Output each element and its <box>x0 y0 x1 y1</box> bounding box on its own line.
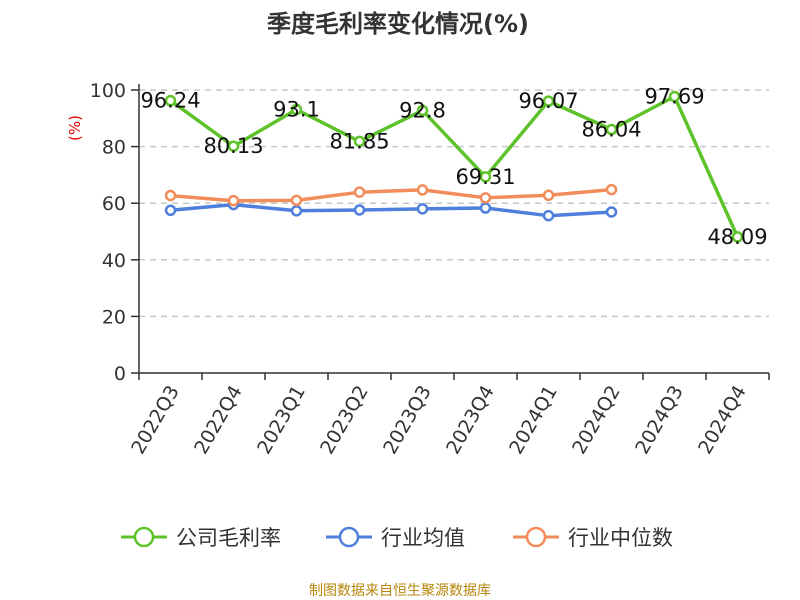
point-1-2022Q3 <box>164 204 177 217</box>
x-tick-label-2023Q3: 2023Q3 <box>379 382 436 458</box>
point-2-2023Q2 <box>353 186 366 198</box>
point-1-2023Q4 <box>479 202 492 214</box>
point-2-2023Q1 <box>290 194 303 207</box>
legend-label-2: 行业中位数 <box>568 526 673 550</box>
x-tick-label-2024Q3: 2024Q3 <box>631 382 688 458</box>
legend-label-1: 行业均值 <box>381 526 465 550</box>
legend-marker-0 <box>133 526 155 548</box>
series-line-2 <box>170 187 612 203</box>
point-0-2024Q2 <box>605 123 618 136</box>
legend-marker-1 <box>338 526 360 548</box>
x-tick-label-2024Q2: 2024Q2 <box>568 382 625 458</box>
point-0-2023Q1 <box>290 103 303 116</box>
y-tick-label-100: 100 <box>90 80 126 102</box>
legend: 公司毛利率 行业均值 行业中位数 <box>121 526 673 550</box>
x-tick-label-2023Q2: 2023Q2 <box>316 382 373 458</box>
series-lines <box>164 90 744 243</box>
legend-marker-2 <box>525 526 547 548</box>
data-label-2023Q1: 93.1 <box>273 98 320 122</box>
y-tick-label-80: 80 <box>102 137 126 159</box>
y-axis-unit: (%) <box>66 115 84 141</box>
point-0-2023Q2 <box>353 135 366 148</box>
point-2-2022Q3 <box>164 189 177 202</box>
data-label-2024Q2: 86.04 <box>581 118 641 142</box>
grid-lines <box>139 89 769 318</box>
y-tick-label-60: 60 <box>102 193 126 215</box>
data-label-2022Q3: 96.24 <box>140 89 200 113</box>
point-2-2024Q2 <box>605 183 618 196</box>
point-0-2022Q3 <box>164 94 177 107</box>
source-note: 制图数据来自恒生聚源数据库 <box>309 583 491 599</box>
y-tick-label-0: 0 <box>114 363 126 385</box>
point-0-2022Q4 <box>227 140 240 152</box>
point-1-2024Q1 <box>542 209 555 222</box>
point-0-2023Q3 <box>416 104 429 117</box>
x-tick-label-2022Q3: 2022Q3 <box>127 382 184 458</box>
chart-title: 季度毛利率变化情况(%) <box>267 10 529 38</box>
point-2-2024Q1 <box>542 189 555 202</box>
point-1-2023Q1 <box>290 205 303 217</box>
point-2-2022Q4 <box>227 194 240 207</box>
x-tick-label-2023Q4: 2023Q4 <box>442 382 499 458</box>
data-label-2024Q3: 97.69 <box>644 85 704 109</box>
data-label-2024Q1: 96.07 <box>518 89 578 113</box>
point-1-2024Q2 <box>605 206 618 218</box>
point-2-2023Q4 <box>479 192 492 204</box>
point-1-2023Q3 <box>416 203 429 215</box>
x-tick-label-2024Q4: 2024Q4 <box>694 382 751 458</box>
x-tick-label-2024Q1: 2024Q1 <box>505 382 562 458</box>
point-0-2023Q4 <box>479 171 492 183</box>
point-0-2024Q3 <box>668 90 681 103</box>
data-label-2023Q3: 92.8 <box>399 98 446 122</box>
data-label-2024Q4: 48.09 <box>707 225 767 249</box>
point-0-2024Q1 <box>542 95 555 107</box>
y-tick-label-20: 20 <box>102 306 126 328</box>
point-1-2023Q2 <box>353 204 366 216</box>
data-label-2022Q4: 80.13 <box>203 134 263 158</box>
point-0-2024Q4 <box>731 231 744 243</box>
series-line-1 <box>170 202 612 218</box>
x-tick-label-2023Q1: 2023Q1 <box>253 382 310 458</box>
legend-label-0: 公司毛利率 <box>176 526 281 550</box>
series-line-0 <box>169 94 740 238</box>
data-label-2023Q2: 81.85 <box>329 129 389 153</box>
y-tick-label-40: 40 <box>102 250 126 272</box>
point-2-2023Q3 <box>416 184 429 196</box>
x-tick-label-2022Q4: 2022Q4 <box>190 382 247 458</box>
data-label-2023Q4: 69.31 <box>455 165 515 189</box>
